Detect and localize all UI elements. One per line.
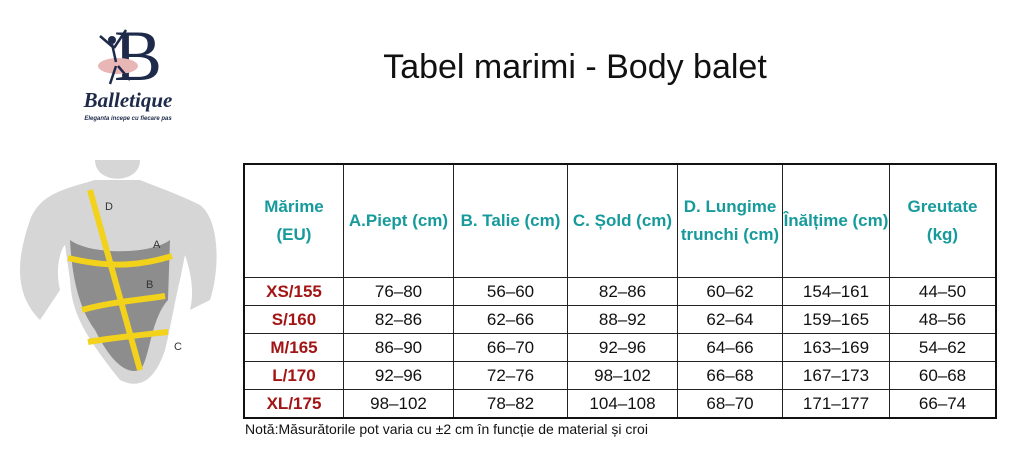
- dancer-head: [108, 36, 116, 44]
- value-cell: 154–161: [782, 277, 890, 306]
- size-cell: L/170: [243, 361, 344, 390]
- value-cell: 159–165: [782, 305, 890, 334]
- table-row: L/170 92–96 72–76 98–102 66–68 167–173 60–68: [243, 361, 997, 390]
- value-cell: 104–108: [567, 389, 678, 419]
- column-header: Înălțime (cm): [782, 163, 890, 278]
- value-cell: 86–90: [343, 333, 454, 362]
- size-cell: M/165: [243, 333, 344, 362]
- value-cell: 171–177: [782, 389, 890, 419]
- column-header: B. Talie (cm): [453, 163, 568, 278]
- logo-letter: B: [114, 18, 162, 96]
- table-row: XS/155 76–80 56–60 82–86 60–62 154–161 44–50: [243, 277, 997, 306]
- value-cell: 62–64: [677, 305, 783, 334]
- value-cell: 88–92: [567, 305, 678, 334]
- value-cell: 163–169: [782, 333, 890, 362]
- value-cell: 44–50: [889, 277, 997, 306]
- logo-name: Balletique: [83, 88, 173, 112]
- column-header: C. Șold (cm): [567, 163, 678, 278]
- value-cell: 76–80: [343, 277, 454, 306]
- column-header: Greutate (kg): [889, 163, 997, 278]
- value-cell: 82–86: [343, 305, 454, 334]
- dancer: [99, 29, 131, 85]
- table-row: XL/175 98–102 78–82 104–108 68–70 171–177 66–7…: [243, 389, 997, 419]
- value-cell: 167–173: [782, 361, 890, 390]
- column-header: A.Piept (cm): [343, 163, 454, 278]
- figure-label: B: [146, 279, 153, 291]
- value-cell: 48–56: [889, 305, 997, 334]
- measuring-tapes: [67, 189, 173, 371]
- value-cell: 56–60: [453, 277, 568, 306]
- figure-label: A: [153, 239, 161, 251]
- value-cell: 82–86: [567, 277, 678, 306]
- size-table: Mărime (EU) A.Piept (cm) B. Talie (cm) C. Ș…: [243, 163, 997, 419]
- title: Tabel marimi - Body balet: [383, 48, 767, 86]
- value-cell: 54–62: [889, 333, 997, 362]
- table-row: S/160 82–86 62–66 88–92 62–64 159–165 48–56: [243, 305, 997, 334]
- value-cell: 60–68: [889, 361, 997, 390]
- table-body: XS/155 76–80 56–60 82–86 60–62 154–161 44–50 S/…: [243, 277, 997, 419]
- value-cell: 98–102: [343, 389, 454, 419]
- value-cell: 68–70: [677, 389, 783, 419]
- value-cell: 78–82: [453, 389, 568, 419]
- value-cell: 64–66: [677, 333, 783, 362]
- value-cell: 66–74: [889, 389, 997, 419]
- value-cell: 62–66: [453, 305, 568, 334]
- column-header: D. Lungime trunchi (cm): [677, 163, 783, 278]
- size-cell: XL/175: [243, 389, 344, 419]
- logo: B Balletique Eleganta incepe cu fiecare …: [83, 18, 173, 122]
- header-row: Mărime (EU) A.Piept (cm) B. Talie (cm) C. Ș…: [243, 163, 997, 278]
- figure-label: D: [105, 201, 113, 213]
- value-cell: 60–62: [677, 277, 783, 306]
- value-cell: 92–96: [567, 333, 678, 362]
- logo-tagline: Eleganta incepe cu fiecare pas: [84, 116, 172, 122]
- mannequin-figure: D A B C: [20, 160, 217, 384]
- value-cell: 98–102: [567, 361, 678, 390]
- size-cell: XS/155: [243, 277, 344, 306]
- size-cell: S/160: [243, 305, 344, 334]
- value-cell: 72–76: [453, 361, 568, 390]
- note: Notă:Măsurătorile pot varia cu ±2 cm în …: [245, 421, 648, 437]
- value-cell: 92–96: [343, 361, 454, 390]
- value-cell: 66–68: [677, 361, 783, 390]
- table-row: M/165 86–90 66–70 92–96 64–66 163–169 54–62: [243, 333, 997, 362]
- figure-label: C: [174, 341, 182, 353]
- value-cell: 66–70: [453, 333, 568, 362]
- column-header: Mărime (EU): [243, 163, 344, 278]
